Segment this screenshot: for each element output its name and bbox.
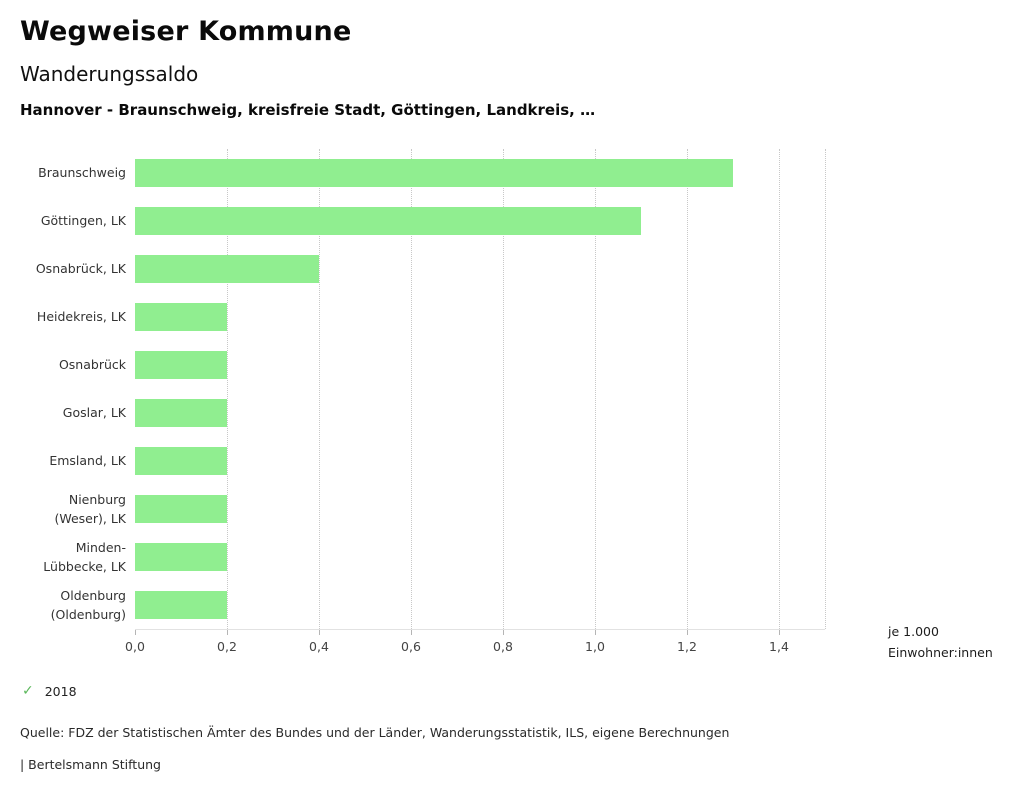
- page: Wegweiser Kommune Wanderungssaldo Hannov…: [20, 16, 1004, 772]
- chart-selection-subtitle: Hannover - Braunschweig, kreisfreie Stad…: [20, 101, 596, 119]
- bar-row: [135, 341, 825, 389]
- category-label: Minden-Lübbecke, LK: [43, 539, 126, 574]
- gridline: [825, 149, 826, 629]
- bar-row: [135, 533, 825, 581]
- gridline: [411, 149, 412, 629]
- category-label: Osnabrück, LK: [35, 261, 126, 277]
- bar: [135, 495, 227, 523]
- bar-row: [135, 293, 825, 341]
- chart-title: Wanderungssaldo: [20, 62, 199, 86]
- bar-row: [135, 197, 825, 245]
- category-label: Goslar, LK: [62, 405, 126, 421]
- bar-row: [135, 437, 825, 485]
- axis-tick: [595, 630, 596, 635]
- chart: Braunschweig Göttingen, LK Osnabrück, LK He…: [20, 149, 1004, 660]
- category-label: Osnabrück: [58, 357, 126, 373]
- bar: [135, 447, 227, 475]
- chart-body: Braunschweig Göttingen, LK Osnabrück, LK He…: [20, 149, 845, 629]
- category-label: Göttingen, LK: [40, 213, 126, 229]
- category-label: Oldenburg (Oldenburg): [50, 587, 126, 622]
- bar: [135, 543, 227, 571]
- bar: [135, 351, 227, 379]
- bar: [135, 159, 733, 187]
- gridline: [779, 149, 780, 629]
- x-axis: 0,0 0,2 0,4 0,6 0,8 1,0 1,2 1,4: [125, 629, 825, 659]
- branding-note: | Bertelsmann Stiftung: [20, 757, 161, 772]
- axis-tick-label: 1,2: [677, 639, 697, 654]
- app-title: Wegweiser Kommune: [20, 16, 352, 47]
- category-label: Nienburg (Weser), LK: [54, 491, 126, 526]
- bar: [135, 207, 641, 235]
- axis-tick-label: 1,0: [585, 639, 605, 654]
- gridline: [503, 149, 504, 629]
- bar-row: [135, 485, 825, 533]
- plot-area: [135, 149, 826, 629]
- category-label: Heidekreis, LK: [36, 309, 126, 325]
- category-label: Emsland, LK: [49, 453, 126, 469]
- axis-tick-label: 0,0: [125, 639, 145, 654]
- bar: [135, 255, 319, 283]
- gridline: [595, 149, 596, 629]
- bar: [135, 591, 227, 619]
- axis-tick: [319, 630, 320, 635]
- check-icon: ✓: [22, 683, 34, 699]
- axis-tick: [779, 630, 780, 635]
- axis-tick: [227, 630, 228, 635]
- axis-tick-label: 0,8: [493, 639, 513, 654]
- category-label: Braunschweig: [38, 165, 126, 181]
- axis-tick: [411, 630, 412, 635]
- gridline: [687, 149, 688, 629]
- gridline: [227, 149, 228, 629]
- axis-unit-line2: Einwohner:innen: [888, 645, 993, 661]
- legend-year-toggle[interactable]: ✓ 2018: [22, 683, 1004, 699]
- axis-tick-label: 1,4: [769, 639, 789, 654]
- category-labels: Braunschweig Göttingen, LK Osnabrück, LK He…: [20, 149, 135, 629]
- legend-year-label: 2018: [44, 683, 77, 699]
- bar: [135, 303, 227, 331]
- source-note: Quelle: FDZ der Statistischen Ämter des …: [20, 725, 730, 740]
- axis-tick: [503, 630, 504, 635]
- bar: [135, 399, 227, 427]
- gridline: [319, 149, 320, 629]
- bar-row: [135, 245, 825, 293]
- bar-row: [135, 389, 825, 437]
- axis-unit-line1: je 1.000: [888, 624, 939, 639]
- axis-tick-label: 0,6: [401, 639, 421, 654]
- axis-tick-label: 0,2: [217, 639, 237, 654]
- axis-tick: [687, 630, 688, 635]
- axis-tick-label: 0,4: [309, 639, 329, 654]
- axis-unit-label: je 1.000 Einwohner:innen: [888, 621, 993, 664]
- axis-tick: [135, 630, 136, 635]
- bar-row: [135, 149, 825, 197]
- bar-row: [135, 581, 825, 629]
